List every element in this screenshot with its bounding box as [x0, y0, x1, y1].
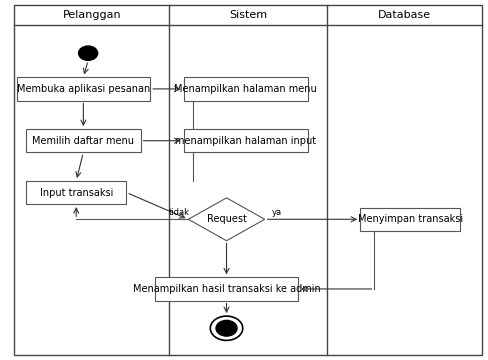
Text: Pelanggan: Pelanggan	[62, 10, 121, 20]
Bar	[17, 77, 150, 100]
Circle shape	[216, 320, 237, 336]
Bar	[26, 181, 126, 204]
Bar	[360, 208, 460, 231]
Text: Sistem: Sistem	[229, 10, 267, 20]
Text: tidak: tidak	[168, 208, 189, 217]
Text: Membuka aplikasi pesanan: Membuka aplikasi pesanan	[17, 84, 150, 94]
Polygon shape	[188, 198, 264, 241]
Text: Menampilkan halaman menu: Menampilkan halaman menu	[174, 84, 317, 94]
Bar	[183, 77, 307, 100]
Text: menampilkan halaman input: menampilkan halaman input	[175, 136, 316, 146]
Bar	[26, 129, 141, 152]
Bar	[155, 277, 298, 301]
Text: ya: ya	[272, 208, 282, 217]
Text: Memilih daftar menu: Memilih daftar menu	[32, 136, 134, 146]
Bar	[183, 129, 307, 152]
Text: Input transaksi: Input transaksi	[40, 188, 113, 198]
Text: Menyimpan transaksi: Menyimpan transaksi	[358, 214, 463, 224]
Text: Database: Database	[378, 10, 431, 20]
Text: Request: Request	[206, 214, 246, 224]
Text: Menampilkan hasil transaksi ke admin: Menampilkan hasil transaksi ke admin	[133, 284, 321, 294]
Circle shape	[79, 46, 98, 60]
